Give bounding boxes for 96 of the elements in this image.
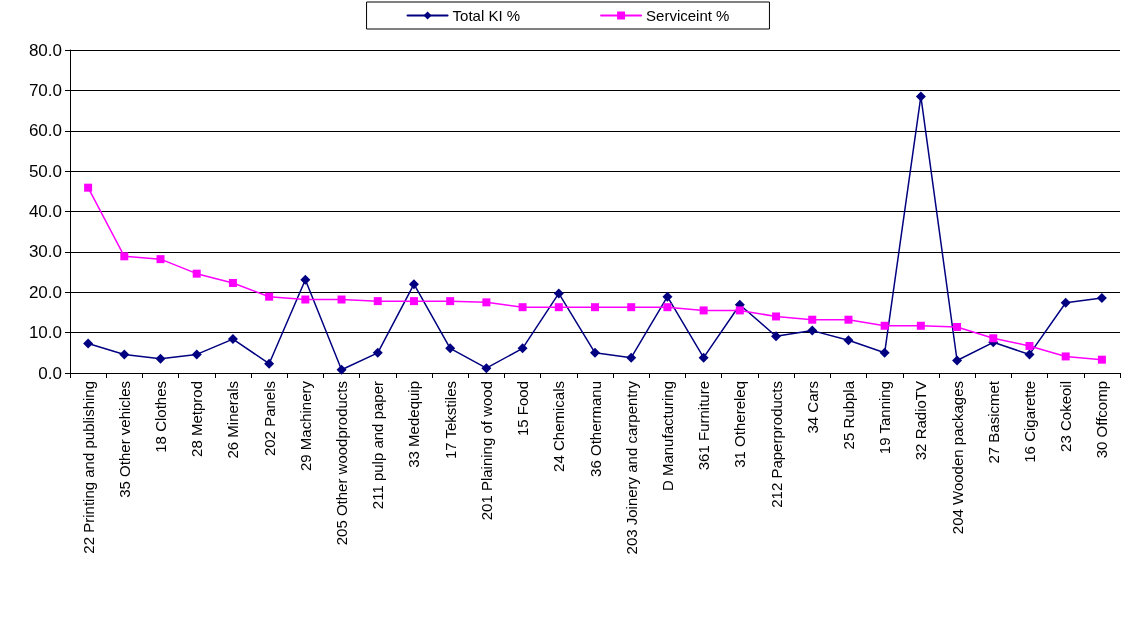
point — [663, 303, 672, 312]
y-tick-label: 0.0 — [38, 363, 62, 383]
point — [880, 321, 889, 330]
point — [301, 295, 310, 304]
x-tick-label: 205 Other woodproducts — [333, 381, 351, 546]
point — [408, 279, 419, 290]
x-tick-label: 36 Othermanu — [586, 381, 604, 477]
point — [264, 358, 275, 369]
point — [1096, 292, 1107, 303]
point — [553, 288, 564, 299]
point — [808, 315, 817, 324]
x-tick-label: 212 Paperproducts — [767, 381, 785, 508]
point — [699, 306, 708, 315]
point — [1060, 297, 1071, 308]
point — [735, 306, 744, 315]
x-tick-label: 27 Basicmet — [984, 380, 1002, 464]
point — [952, 355, 963, 366]
point — [591, 303, 599, 312]
point — [807, 325, 818, 336]
point — [554, 303, 563, 312]
x-tick-label: 17 Tekstiles — [441, 381, 459, 460]
point — [372, 347, 383, 358]
y-tick-label: 10.0 — [28, 323, 62, 343]
x-tick-label: 201 Plaining of wood — [477, 381, 495, 521]
x-tick-label: 26 Minerals — [224, 381, 242, 459]
point — [120, 252, 129, 261]
y-tick-label: 70.0 — [28, 80, 62, 100]
point — [844, 315, 853, 324]
point — [626, 352, 637, 363]
x-tick-label: 35 Other vehicles — [115, 381, 133, 498]
point — [989, 334, 998, 343]
point — [1024, 349, 1035, 360]
point — [772, 312, 781, 321]
x-tick-label: 22 Printing and publishing — [79, 381, 97, 554]
x-tick-label: 361 Furniture — [695, 381, 713, 471]
x-tick-label: 28 Metprod — [188, 381, 206, 457]
point — [265, 292, 274, 301]
point — [481, 363, 492, 374]
point — [119, 349, 130, 360]
point — [300, 274, 311, 285]
point — [916, 321, 925, 330]
y-tick-label: 50.0 — [28, 161, 62, 181]
point — [155, 353, 166, 364]
x-tick-label: 204 Wooden packages — [948, 381, 966, 535]
point — [192, 269, 201, 278]
point — [409, 297, 418, 306]
x-tick-label: 25 Rubpla — [839, 380, 857, 450]
x-tick-label: D Manufacturing — [658, 381, 676, 492]
point — [662, 291, 673, 302]
x-tick-label: 18 Clothes — [152, 381, 170, 453]
point — [445, 343, 456, 354]
x-tick-label: 32 RadioTV — [912, 381, 930, 461]
x-tick-label: 34 Cars — [803, 381, 821, 434]
point — [336, 364, 347, 375]
legend-label: Serviceint % — [646, 7, 730, 24]
point — [627, 303, 636, 312]
y-tick-label: 30.0 — [28, 242, 62, 262]
y-tick-label: 80.0 — [28, 40, 62, 60]
point — [953, 322, 962, 331]
point — [1061, 352, 1070, 361]
legend-label: Total KI % — [452, 7, 521, 24]
x-tick-label: 211 pulp and paper — [369, 381, 387, 510]
point — [590, 347, 600, 358]
point — [1097, 355, 1106, 364]
x-tick-label: 202 Panels — [260, 381, 278, 457]
x-tick-label: 29 Machinery — [296, 380, 314, 472]
point — [373, 297, 382, 306]
point — [879, 347, 890, 358]
point — [843, 335, 854, 346]
point — [337, 295, 346, 304]
x-tick-label: 203 Joinery and carpentry — [622, 380, 640, 555]
point — [698, 352, 709, 363]
x-tick-label: 19 Tanning — [876, 381, 894, 455]
point — [191, 349, 202, 360]
point — [915, 91, 926, 102]
point — [84, 183, 93, 192]
x-tick-label: 16 Cigarette — [1020, 381, 1038, 463]
point — [771, 331, 782, 342]
point — [156, 255, 165, 264]
point — [517, 343, 528, 354]
y-tick-label: 40.0 — [28, 202, 62, 221]
x-tick-label: 33 Medequip — [405, 381, 423, 468]
x-tick-label: 31 Othereleq — [731, 381, 749, 468]
y-tick-label: 60.0 — [28, 121, 62, 141]
y-tick-label: 20.0 — [28, 282, 62, 302]
point — [1025, 341, 1034, 350]
x-tick-label: 30 Offcomp — [1093, 381, 1111, 459]
point — [227, 334, 238, 345]
x-tick-label: 15 Food — [514, 381, 532, 437]
point — [518, 303, 527, 312]
point — [446, 297, 455, 306]
point — [482, 298, 491, 307]
point — [228, 278, 237, 287]
point — [83, 338, 94, 349]
x-tick-label: 24 Chemicals — [550, 381, 568, 472]
x-tick-label: 23 Cokeoil — [1057, 381, 1075, 452]
